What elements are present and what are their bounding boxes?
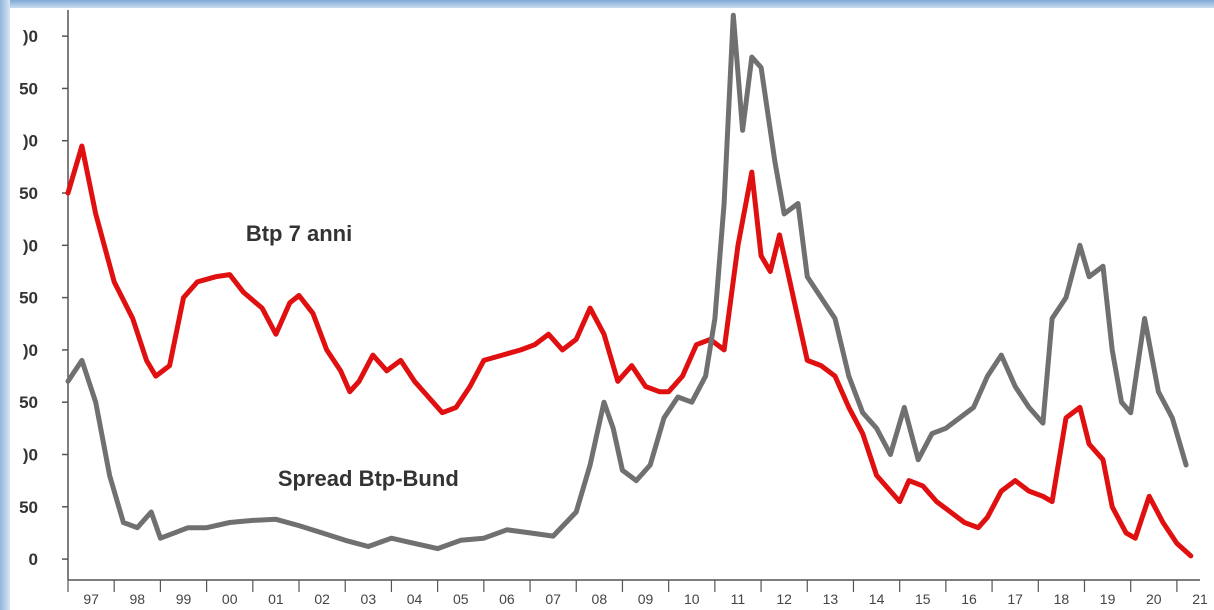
y-tick-label: 0	[29, 550, 38, 569]
x-tick-label: 97	[83, 591, 99, 607]
x-tick-label: 00	[222, 591, 238, 607]
x-tick-label: 07	[545, 591, 561, 607]
series-line-btp-7-anni	[65, 143, 1194, 559]
x-tick-label: 08	[592, 591, 608, 607]
x-tick-label: 10	[684, 591, 700, 607]
y-tick-label: )0	[23, 341, 38, 360]
x-tick-label: 19	[1100, 591, 1116, 607]
x-tick-label: 17	[1007, 591, 1023, 607]
x-tick-label: 12	[776, 591, 792, 607]
y-tick-label: 50	[19, 289, 38, 308]
y-tick-label: )0	[23, 132, 38, 151]
x-tick-label: 98	[130, 591, 146, 607]
x-tick-label: 06	[499, 591, 515, 607]
x-tick-label: 14	[869, 591, 885, 607]
x-tick-label: 04	[407, 591, 423, 607]
x-tick-label: 09	[638, 591, 654, 607]
annotation-btp-7-anni: Btp 7 anni	[246, 221, 352, 246]
x-tick-label: 99	[176, 591, 192, 607]
x-tick-label: 15	[915, 591, 931, 607]
top-frame-band	[0, 0, 1214, 8]
x-tick-label: 03	[361, 591, 377, 607]
y-tick-label: )0	[23, 236, 38, 255]
left-frame-band	[0, 0, 10, 610]
y-tick-label: 50	[19, 184, 38, 203]
annotation-spread-btp-bund: Spread Btp-Bund	[278, 466, 459, 491]
y-tick-label: 50	[19, 79, 38, 98]
x-tick-label: 18	[1054, 591, 1070, 607]
series-line-spread-btp-bund	[65, 12, 1189, 552]
x-tick-label: 02	[314, 591, 330, 607]
x-tick-label: 11	[731, 591, 746, 607]
y-tick-label: 50	[19, 498, 38, 517]
x-tick-label: 13	[823, 591, 839, 607]
plot-background	[10, 8, 1214, 610]
y-tick-label: 50	[19, 393, 38, 412]
x-tick-label: 16	[961, 591, 977, 607]
x-tick-label: 21	[1192, 591, 1208, 607]
x-tick-label: 05	[453, 591, 469, 607]
y-tick-label: )0	[23, 27, 38, 46]
x-tick-label: 01	[268, 591, 284, 607]
y-tick-label: )0	[23, 445, 38, 464]
x-tick-label: 20	[1146, 591, 1162, 607]
